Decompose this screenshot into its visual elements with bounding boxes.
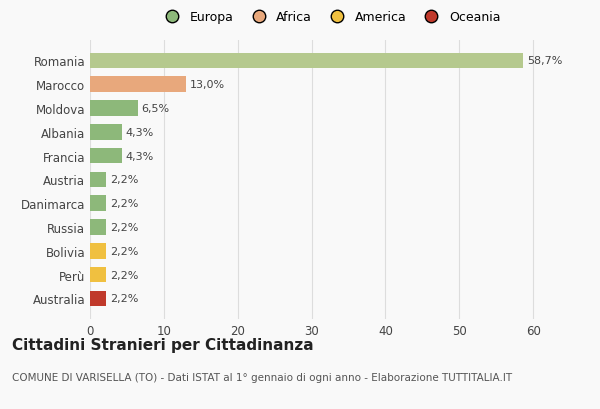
Legend: Europa, Africa, America, Oceania: Europa, Africa, America, Oceania [155,6,505,29]
Text: 2,2%: 2,2% [110,222,139,232]
Bar [90,125,122,140]
Text: 13,0%: 13,0% [190,80,225,90]
Text: COMUNE DI VARISELLA (TO) - Dati ISTAT al 1° gennaio di ogni anno - Elaborazione : COMUNE DI VARISELLA (TO) - Dati ISTAT al… [12,372,512,382]
Text: 4,3%: 4,3% [125,128,154,137]
Text: 2,2%: 2,2% [110,175,139,185]
Bar [90,196,106,211]
Bar [90,101,138,117]
Bar [90,220,106,235]
Bar [90,148,122,164]
Text: 6,5%: 6,5% [142,104,170,114]
Text: 2,2%: 2,2% [110,270,139,280]
Text: 2,2%: 2,2% [110,246,139,256]
Bar [90,54,523,69]
Text: 2,2%: 2,2% [110,199,139,209]
Text: 4,3%: 4,3% [125,151,154,161]
Bar [90,243,106,259]
Bar [90,291,106,306]
Bar [90,172,106,188]
Text: 2,2%: 2,2% [110,294,139,303]
Bar [90,267,106,283]
Text: Cittadini Stranieri per Cittadinanza: Cittadini Stranieri per Cittadinanza [12,337,314,353]
Text: 58,7%: 58,7% [527,56,563,66]
Bar [90,77,186,93]
